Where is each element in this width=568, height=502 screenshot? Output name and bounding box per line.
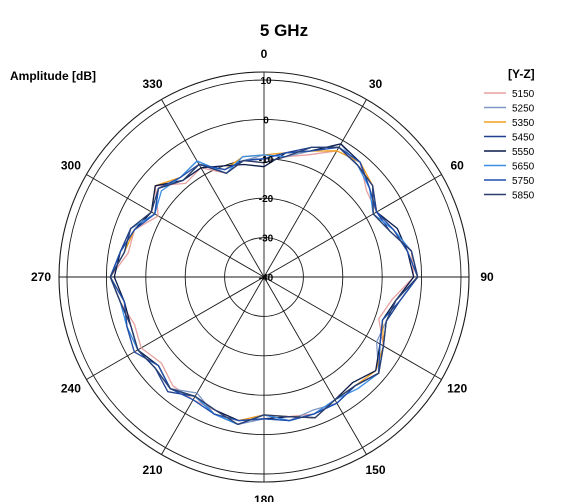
legend-label: 5650	[512, 162, 535, 173]
legend-label: 5250	[512, 104, 535, 115]
angle-tick-label: 240	[61, 382, 81, 396]
angle-tick-label: 180	[254, 493, 274, 502]
grid-spoke	[263, 276, 442, 380]
angle-tick-labels: 0 30 60 90 120 150 180 210 240 270 300 330	[31, 47, 494, 502]
radial-tick-label: -10	[259, 155, 274, 166]
angle-tick-label: 300	[61, 159, 81, 173]
angle-tick-label: 30	[369, 77, 383, 91]
grid-spoke	[263, 174, 442, 278]
series-line-5150	[109, 150, 415, 422]
angle-tick-label: 90	[480, 270, 494, 284]
polar-grid	[58, 71, 470, 483]
radial-axis-label: Amplitude [dB]	[10, 69, 96, 83]
legend: [Y-Z] 5150 5250 5350 5450 5550 5650 5750 5850	[484, 67, 535, 202]
series-line-5750	[109, 146, 419, 422]
legend-label: 5150	[512, 89, 535, 100]
grid-spoke	[86, 174, 265, 278]
angle-tick-label: 0	[261, 47, 268, 61]
radial-tick-label: -40	[259, 273, 274, 284]
angle-tick-label: 270	[31, 270, 51, 284]
grid-spoke	[86, 276, 265, 380]
grid-spoke	[263, 276, 367, 455]
angle-tick-label: 120	[447, 382, 467, 396]
radial-tick-labels: 10 0 -10 -20 -30 -40	[259, 76, 274, 284]
radial-tick-label: 10	[260, 76, 272, 87]
angle-tick-label: 330	[142, 77, 162, 91]
radial-tick-label: 0	[263, 115, 269, 126]
legend-label: 5350	[512, 118, 535, 129]
chart-title: 5 GHz	[260, 21, 308, 40]
angle-tick-label: 210	[142, 463, 162, 477]
series-group	[109, 143, 419, 426]
angle-tick-label: 60	[450, 159, 464, 173]
radial-tick-label: -20	[259, 194, 274, 205]
legend-label: 5750	[512, 176, 535, 187]
legend-label: 5850	[512, 191, 535, 202]
legend-label: 5450	[512, 133, 535, 144]
angle-tick-label: 150	[365, 463, 385, 477]
radial-tick-label: -30	[259, 234, 274, 245]
legend-label: 5550	[512, 147, 535, 158]
grid-spoke	[161, 99, 265, 278]
series-line-5850	[109, 146, 419, 426]
grid-spoke	[263, 99, 367, 278]
legend-title: [Y-Z]	[508, 67, 535, 81]
grid-spoke	[161, 276, 265, 455]
